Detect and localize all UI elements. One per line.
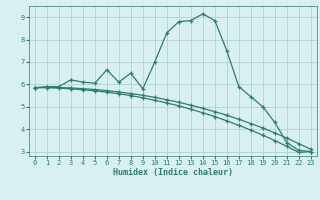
X-axis label: Humidex (Indice chaleur): Humidex (Indice chaleur) [113, 168, 233, 177]
